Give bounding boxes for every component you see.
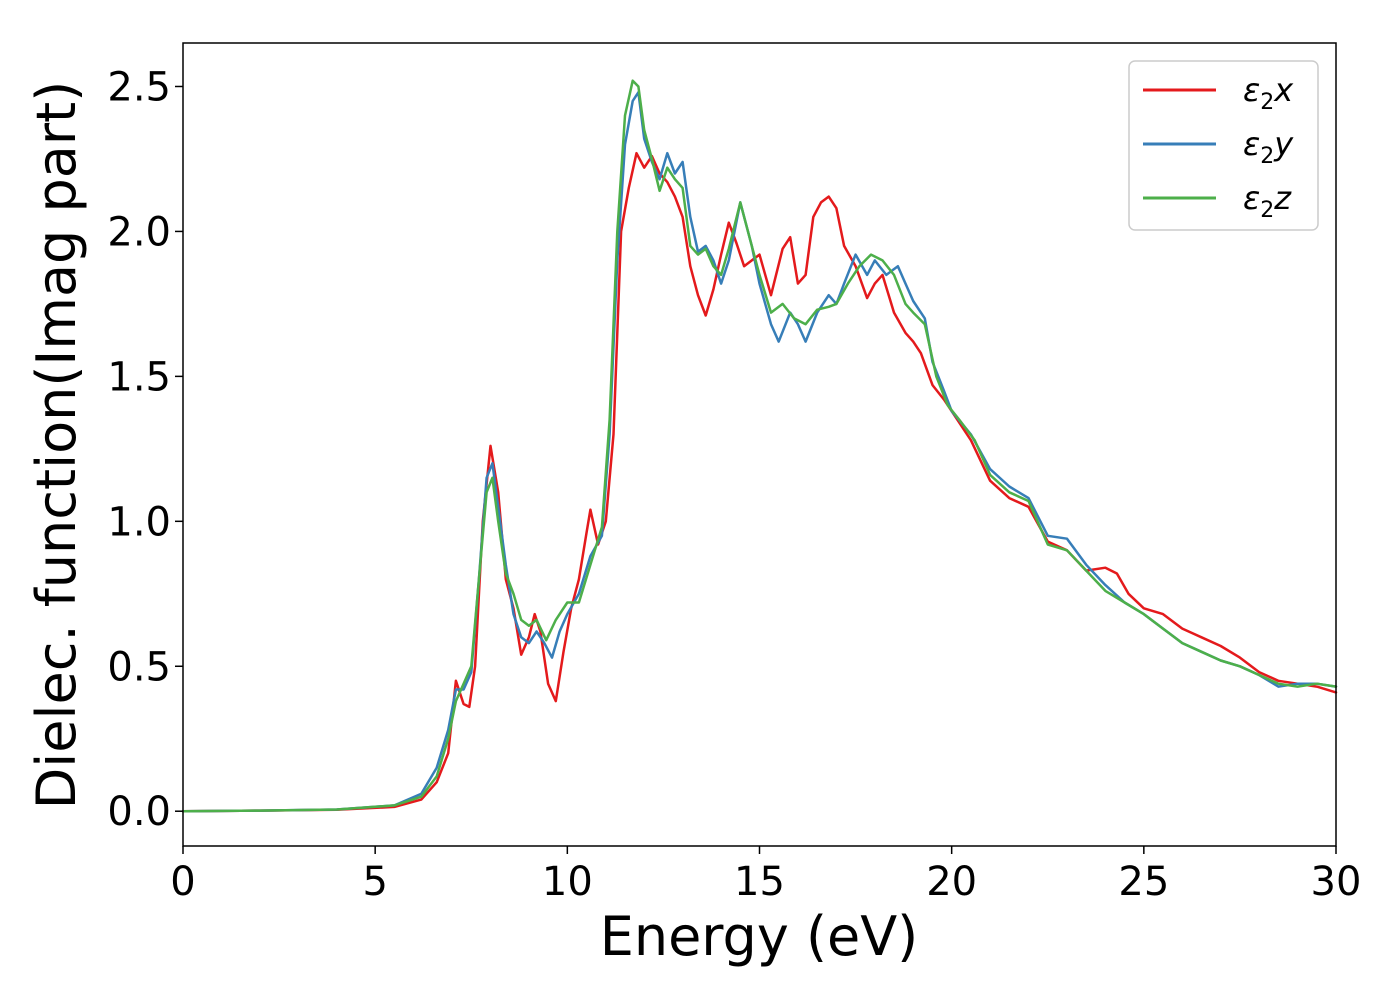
y-axis-ticks: 0.0 0.5 1.0 1.5 2.0 2.5: [107, 64, 183, 835]
x-tick-label: 0: [170, 859, 195, 905]
x-tick-label: 25: [1118, 859, 1169, 905]
legend-label-x: ε2x: [1243, 71, 1294, 115]
legend-label-y: ε2y: [1243, 125, 1294, 169]
y-tick-label: 0.5: [107, 644, 171, 690]
y-tick-label: 1.0: [107, 499, 171, 545]
y-tick-label: 2.0: [107, 209, 171, 255]
x-tick-label: 15: [734, 859, 785, 905]
y-tick-label: 2.5: [107, 64, 171, 110]
x-tick-label: 5: [362, 859, 387, 905]
y-tick-label: 0.0: [107, 789, 171, 835]
y-tick-label: 1.5: [107, 354, 171, 400]
x-axis-title: Energy (eV): [600, 905, 919, 968]
plot-frame: [182, 42, 1337, 847]
legend-box: [1128, 60, 1319, 231]
series-group: [181, 79, 1338, 813]
x-axis-ticks: 0 5 10 15 20 25 30: [170, 846, 1361, 905]
series-line-z: [181, 79, 1338, 813]
legend: ε2x ε2y ε2z: [1128, 60, 1319, 231]
x-tick-label: 20: [926, 859, 977, 905]
legend-label-z: ε2z: [1243, 179, 1292, 223]
x-tick-label: 10: [542, 859, 593, 905]
x-tick-label: 30: [1311, 859, 1362, 905]
series-line-y: [181, 91, 1338, 813]
y-axis-title: Dielec. function(Imag part): [25, 81, 88, 810]
